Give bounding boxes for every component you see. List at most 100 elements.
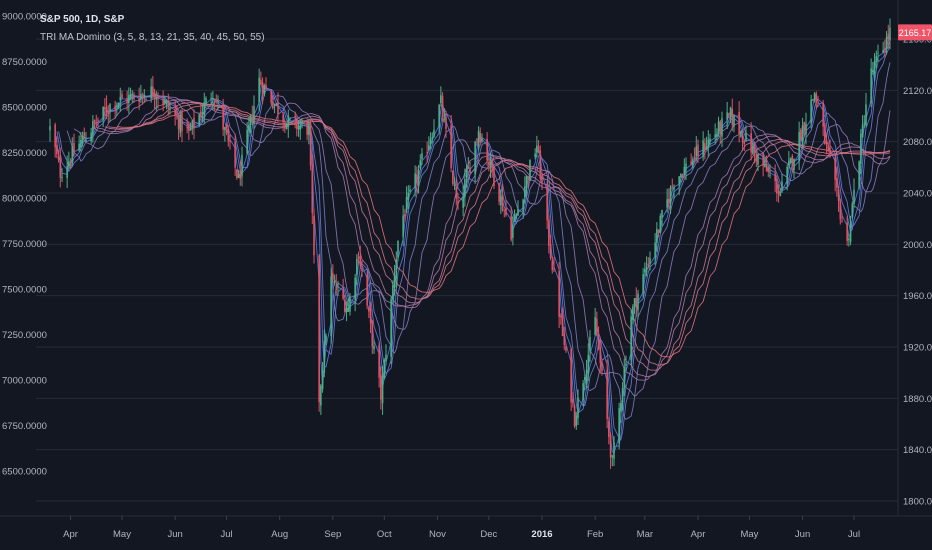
candle-body: [201, 112, 204, 115]
candle-body: [597, 337, 600, 349]
candle-body: [80, 140, 82, 147]
candle-body: [188, 124, 190, 131]
candle-body: [306, 121, 308, 135]
candle-body: [815, 93, 818, 103]
candle-body: [529, 160, 531, 181]
candle-body: [260, 79, 262, 85]
candle-body: [609, 434, 612, 458]
x-tick-label: Jul: [220, 529, 232, 540]
candle-body: [133, 94, 135, 100]
candle-body: [755, 154, 758, 162]
candle-body: [308, 123, 310, 135]
candle-body: [563, 333, 566, 346]
candle-body: [632, 306, 634, 320]
x-tick-label: Jul: [848, 529, 860, 540]
candle-body: [332, 273, 334, 280]
x-tick-label: Dec: [480, 529, 497, 540]
candle-body: [837, 189, 840, 201]
candle-body: [225, 124, 228, 133]
candle-body: [671, 186, 674, 188]
candle-body: [777, 191, 780, 194]
candle-body: [128, 94, 130, 104]
x-tick-label: Jun: [167, 529, 182, 540]
candle-body: [140, 94, 142, 100]
candle-body: [227, 129, 230, 142]
candle-body: [200, 111, 202, 118]
candle-body: [83, 132, 86, 139]
candle-body: [236, 169, 238, 178]
time-axis: Apr May Jun Jul Aug Sep Oct Nov Dec 2016 Feb Mar Apr…: [63, 516, 860, 540]
candle-body: [222, 105, 224, 130]
candle-body: [738, 112, 740, 134]
candle-body: [395, 259, 398, 279]
candle-body: [347, 307, 350, 312]
candle-body: [798, 131, 800, 162]
candle-body: [801, 125, 804, 145]
candle-body: [560, 315, 562, 318]
candle-body: [656, 228, 658, 243]
candle-body: [284, 123, 286, 129]
candle-body: [625, 363, 627, 366]
candle-body: [549, 244, 552, 259]
candle-body: [741, 134, 744, 143]
candle-body: [239, 170, 242, 179]
candle-body: [479, 132, 482, 143]
indicator-label[interactable]: TRI MA Domino (3, 5, 8, 13, 21, 35, 40, …: [40, 32, 265, 43]
candle-body: [740, 131, 742, 137]
candle-body: [558, 270, 560, 317]
y-right-tick-label: 2120.00: [903, 86, 932, 97]
candle-body: [95, 122, 98, 124]
candle-body: [517, 208, 519, 216]
y-right-tick-label: 1920.00: [903, 343, 932, 354]
candle-body: [275, 103, 278, 105]
candle-body: [333, 281, 336, 283]
candle-body: [803, 121, 806, 131]
candle-body: [673, 187, 675, 190]
candle-body: [813, 93, 816, 101]
candle-body: [191, 120, 194, 128]
candle-body: [176, 115, 178, 117]
candle-body: [779, 193, 782, 197]
candle-body: [870, 68, 872, 103]
candle-body: [668, 198, 670, 204]
candle-body: [248, 124, 250, 131]
candle-body: [131, 93, 134, 95]
candle-body: [861, 124, 864, 138]
candle-body: [846, 222, 848, 241]
candle-body: [649, 257, 651, 265]
candle-body: [93, 119, 96, 123]
y-right-tick-label: 1960.00: [903, 291, 932, 302]
last-price-tag: 2165.17: [898, 24, 932, 41]
candle-body: [465, 170, 468, 178]
candle-body: [853, 189, 855, 204]
candle-body: [217, 102, 219, 104]
candle-body: [695, 146, 698, 156]
y-right-tick-label: 2040.00: [903, 189, 932, 200]
candle-body: [486, 138, 488, 161]
candle-body: [647, 263, 650, 267]
symbol-title[interactable]: S&P 500, 1D, S&P: [40, 14, 125, 25]
candle-body: [750, 133, 752, 153]
candle-body: [145, 99, 147, 101]
candle-body: [757, 155, 759, 165]
candle-body: [824, 124, 826, 145]
candle-body: [793, 158, 795, 170]
candle-body: [613, 442, 615, 459]
candle-body: [102, 106, 104, 120]
y-right-tick-label: 1800.00: [903, 497, 932, 508]
candle-body: [455, 186, 458, 199]
candle-body: [193, 117, 195, 129]
candle-body: [872, 70, 874, 73]
y-right-tick-label: 2080.00: [903, 137, 932, 148]
candle-body: [109, 104, 111, 112]
candle-body: [356, 258, 358, 275]
candle-body: [789, 157, 792, 164]
candle-body: [654, 242, 656, 258]
candle-body: [165, 100, 168, 104]
candle-body: [834, 157, 836, 180]
candle-body: [500, 195, 502, 205]
candle-body: [810, 99, 812, 124]
candle-body: [536, 145, 538, 153]
candle-body: [368, 307, 370, 312]
